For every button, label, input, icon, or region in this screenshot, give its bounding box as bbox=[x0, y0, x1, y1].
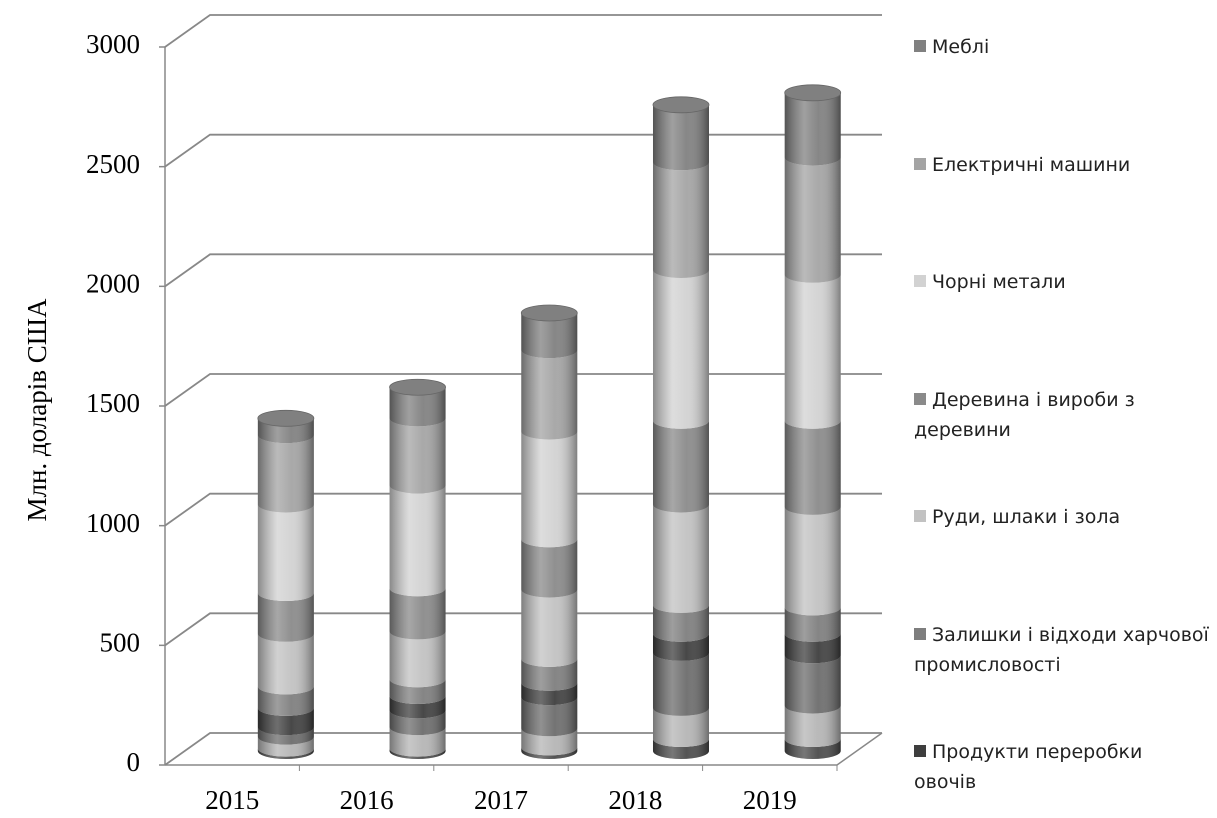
y-tick-label: 2000 bbox=[86, 269, 140, 299]
legend-swatch bbox=[914, 745, 926, 757]
x-tick-label: 2017 bbox=[474, 785, 528, 815]
cylinder-shade bbox=[784, 92, 841, 760]
grid-line bbox=[164, 14, 882, 48]
cylinder-top bbox=[784, 84, 842, 102]
legend-item: Продукти переробки овочів bbox=[914, 737, 1209, 797]
legend-swatch bbox=[914, 510, 926, 522]
y-tick-label: 1000 bbox=[86, 508, 140, 538]
legend-label: Меблі bbox=[932, 36, 990, 58]
x-tick-label: 2018 bbox=[608, 785, 662, 815]
cylinder-top bbox=[389, 378, 446, 396]
grid-line bbox=[164, 133, 882, 168]
cylinder-top bbox=[520, 304, 578, 322]
cylinder-shade bbox=[652, 104, 709, 760]
legend-label: Руди, шлаки і зола bbox=[932, 506, 1121, 528]
cylinder-shade bbox=[521, 313, 578, 759]
legend-item: Меблі bbox=[914, 32, 1209, 62]
legend-swatch bbox=[914, 40, 926, 52]
legend-label: Продукти переробки овочів bbox=[914, 741, 1143, 793]
legend-swatch bbox=[914, 392, 926, 405]
cylinder-top bbox=[257, 409, 315, 427]
grid-line bbox=[164, 253, 882, 288]
legend-item: Чорні метали bbox=[914, 267, 1209, 297]
legend-swatch bbox=[914, 627, 926, 640]
x-tick-label: 2015 bbox=[205, 785, 259, 815]
x-tick-label: 2016 bbox=[340, 785, 394, 815]
legend-swatch bbox=[914, 157, 926, 170]
cylinder-shade bbox=[389, 387, 446, 759]
legend-item: Електричні машини bbox=[914, 150, 1209, 180]
y-tick-label: 2500 bbox=[86, 149, 140, 179]
legend-item: Залишки і відходи харчової промисловості bbox=[914, 620, 1209, 680]
legend-label: Деревина і вироби з деревини bbox=[914, 388, 1135, 441]
legend-label: Електричні машини bbox=[932, 153, 1131, 176]
legend-item: Руди, шлаки і зола bbox=[914, 502, 1209, 532]
x-tick-label: 2019 bbox=[743, 785, 797, 815]
y-tick-label: 3000 bbox=[86, 29, 140, 59]
legend-label: Чорні метали bbox=[932, 271, 1066, 293]
legend-swatch bbox=[914, 275, 926, 287]
y-tick-label: 1500 bbox=[86, 388, 140, 418]
cylinder-top bbox=[652, 96, 710, 114]
y-tick-label: 0 bbox=[127, 747, 141, 777]
legend-label: Залишки і відходи харчової промисловості bbox=[914, 623, 1209, 676]
y-axis-label: Млн. доларів США bbox=[22, 298, 52, 522]
legend-item: Деревина і вироби з деревини bbox=[914, 385, 1209, 445]
cylinder-shade bbox=[257, 418, 314, 759]
y-tick-label: 500 bbox=[100, 628, 141, 658]
